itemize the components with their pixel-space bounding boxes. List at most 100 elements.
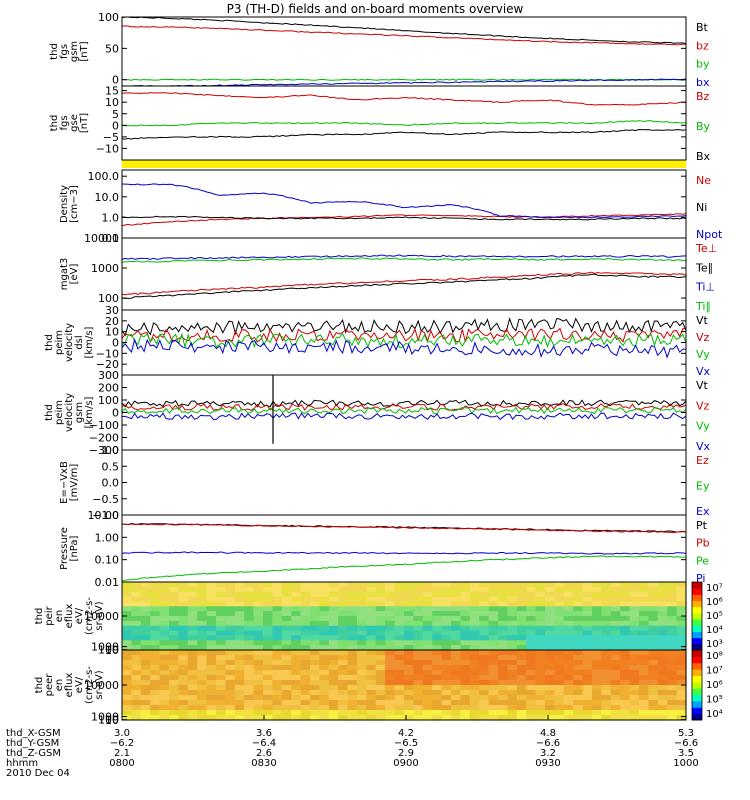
heatmap-cell	[432, 695, 443, 701]
heatmap-cell	[263, 655, 273, 661]
heatmap-cell	[357, 591, 367, 598]
heatmap-cell	[507, 655, 518, 661]
heatmap-cell	[432, 616, 443, 622]
heatmap-cell	[526, 695, 537, 701]
heatmap-cell	[206, 611, 217, 617]
heatmap-cell	[197, 655, 208, 661]
heatmap-cell	[300, 635, 311, 641]
heatmap-cell	[187, 586, 198, 593]
heatmap-cell	[413, 640, 424, 646]
heatmap-cell	[592, 680, 602, 686]
heatmap-cell	[281, 586, 292, 593]
heatmap-cell	[300, 650, 311, 656]
heatmap-cell	[563, 645, 574, 651]
heatmap-cell	[648, 596, 659, 603]
y-tick-label: −1.0	[92, 509, 119, 522]
heatmap-cell	[347, 685, 358, 691]
heatmap-cell	[432, 645, 443, 651]
heatmap-cell	[535, 596, 546, 603]
heatmap-cell	[554, 611, 565, 617]
heatmap-cell	[545, 630, 555, 637]
colorbar-segment	[692, 631, 702, 639]
heatmap-cell	[310, 700, 320, 706]
heatmap-cell	[479, 606, 490, 612]
heatmap-cell	[131, 611, 142, 617]
heatmap-cell	[178, 675, 189, 681]
heatmap-cell	[310, 620, 320, 627]
series-line-velocity_gsm-2	[121, 406, 687, 415]
heatmap-cell	[122, 586, 132, 593]
heatmap-cell	[140, 715, 151, 721]
heatmap-cell	[404, 645, 414, 651]
heatmap-cell	[328, 675, 339, 681]
y-axis-label: peim	[54, 330, 65, 355]
heatmap-cell	[563, 690, 574, 696]
series-line-density-0	[121, 213, 687, 227]
heatmap-cell	[169, 620, 179, 627]
heatmap-cell	[263, 596, 273, 603]
legend-velocity_esa-2: Vy	[696, 348, 710, 361]
heatmap-cell	[216, 715, 226, 721]
heatmap-cell	[573, 582, 584, 588]
heatmap-cell	[639, 695, 649, 701]
heatmap-cell	[178, 710, 189, 716]
heatmap-cell	[488, 582, 499, 588]
heatmap-cell	[620, 645, 631, 651]
heatmap-cell	[676, 715, 687, 721]
heatmap-cell	[554, 670, 565, 676]
heatmap-cell	[451, 591, 461, 598]
heatmap-cell	[545, 700, 555, 706]
heatmap-cell	[639, 640, 649, 646]
legend-pressure-2: Pe	[696, 554, 709, 567]
heatmap-cell	[216, 675, 226, 681]
heatmap-cell	[526, 710, 537, 716]
heatmap-cell	[291, 591, 302, 598]
heatmap-cell	[159, 660, 170, 666]
heatmap-cell	[319, 586, 330, 593]
heatmap-cell	[357, 601, 367, 607]
y-tick-label: 100	[98, 714, 119, 727]
heatmap-cell	[394, 715, 405, 721]
heatmap-cell	[498, 680, 508, 686]
colorbar-segment	[692, 650, 702, 657]
heatmap-cell	[441, 635, 452, 641]
heatmap-cell	[272, 616, 283, 622]
heatmap-cell	[328, 700, 339, 706]
legend-velocity_gsm-1: Vz	[696, 399, 710, 412]
heatmap-cell	[206, 620, 217, 627]
heatmap-cell	[526, 670, 537, 676]
heatmap-cell	[272, 690, 283, 696]
heatmap-cell	[319, 630, 330, 637]
heatmap-cell	[178, 596, 189, 603]
heatmap-cell	[469, 680, 480, 686]
heatmap-cell	[291, 645, 302, 651]
heatmap-cell	[328, 690, 339, 696]
heatmap-cell	[253, 650, 264, 656]
heatmap-cell	[451, 596, 461, 603]
heatmap-cell	[281, 591, 292, 598]
heatmap-cell	[263, 650, 273, 656]
heatmap-cell	[488, 620, 499, 627]
heatmap-cell	[244, 601, 255, 607]
heatmap-cell	[234, 700, 245, 706]
heatmap-cell	[347, 700, 358, 706]
y-tick-label: 200	[98, 382, 119, 395]
heatmap-cell	[385, 685, 396, 691]
heatmap-cell	[206, 660, 217, 666]
heatmap-cell	[479, 591, 490, 598]
heatmap-cell	[122, 635, 132, 641]
heatmap-cell	[648, 650, 659, 656]
heatmap-cell	[526, 630, 537, 637]
heatmap-cell	[469, 690, 480, 696]
heatmap-cell	[404, 670, 414, 676]
colorbar-segment	[692, 675, 702, 683]
heatmap-cell	[178, 715, 189, 721]
heatmap-cell	[272, 650, 283, 656]
heatmap-cell	[498, 645, 508, 651]
colorbar-segment	[692, 688, 702, 696]
heatmap-cell	[272, 695, 283, 701]
heatmap-cell	[601, 680, 612, 686]
heatmap-cell	[272, 611, 283, 617]
heatmap-cell	[404, 700, 414, 706]
heatmap-cell	[216, 591, 226, 598]
